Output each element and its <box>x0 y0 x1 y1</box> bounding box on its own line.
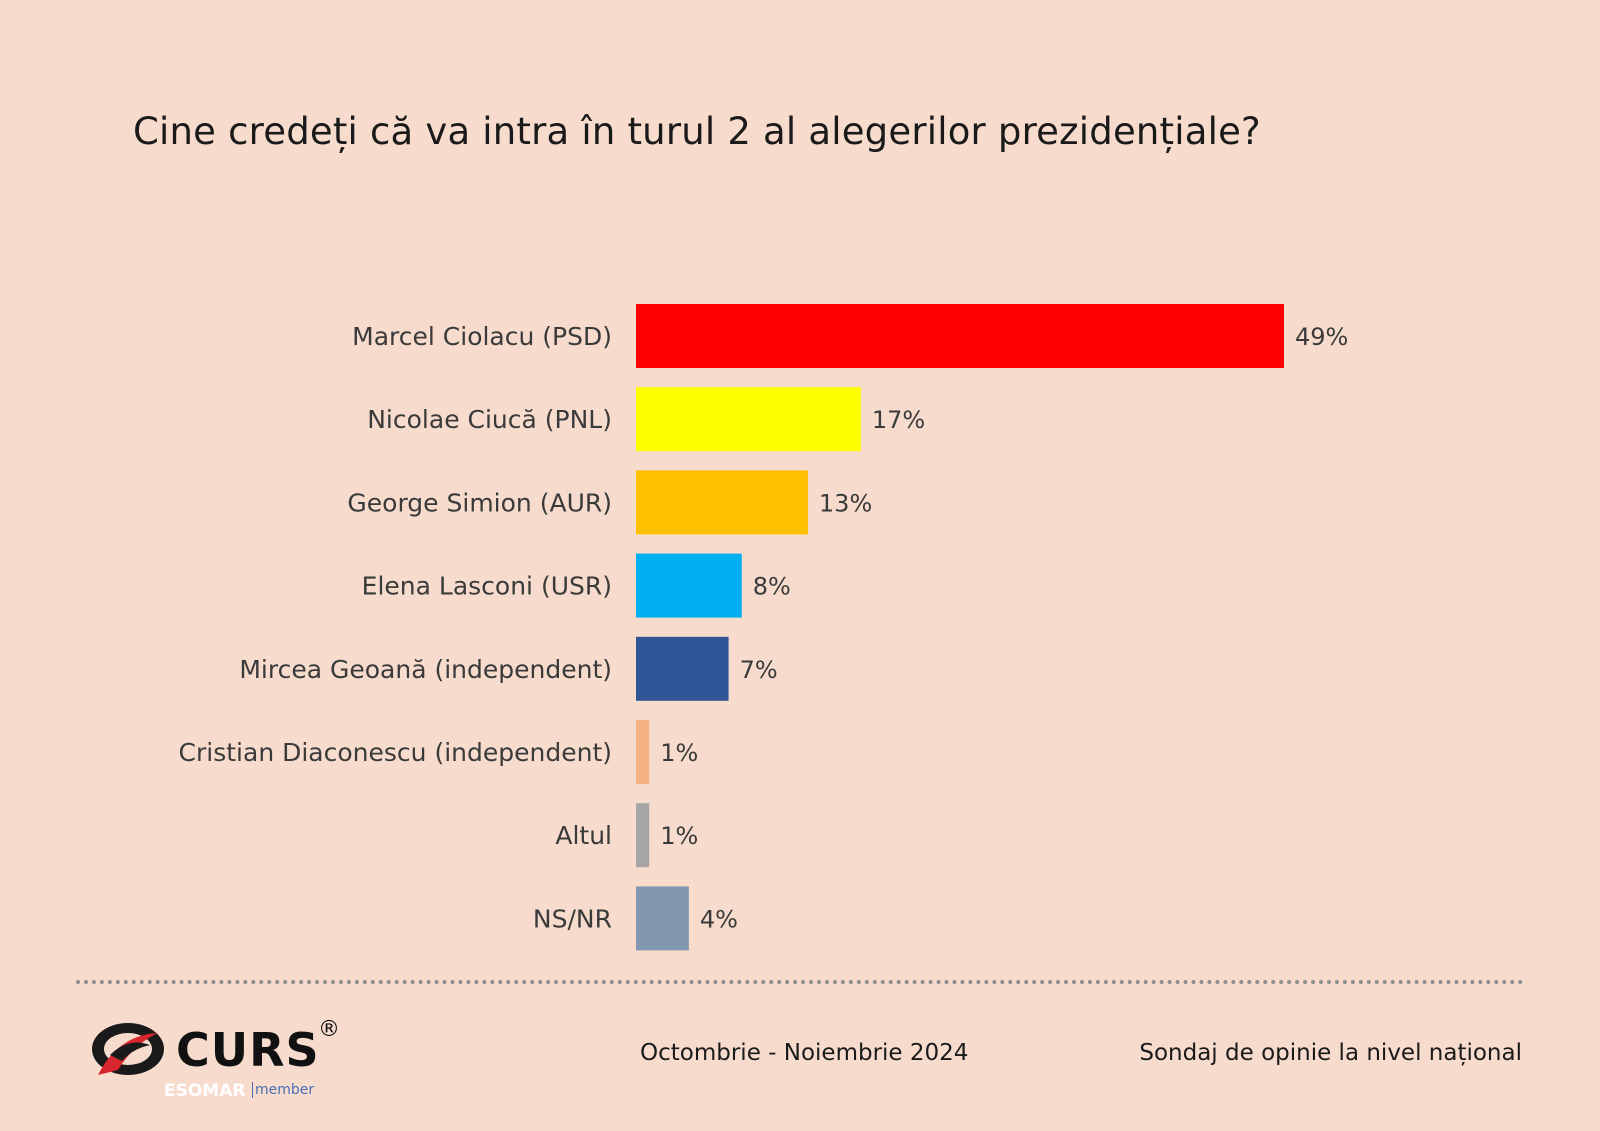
bar-6 <box>636 803 650 868</box>
bar-3 <box>636 553 742 618</box>
footer-divider <box>76 980 1524 984</box>
curs-emblem-icon <box>92 1023 164 1075</box>
category-label-6: Altul <box>555 821 612 850</box>
bar-4 <box>636 636 729 701</box>
value-label-1: 17% <box>872 406 925 434</box>
bar-0 <box>636 304 1284 368</box>
value-label-6: 1% <box>660 822 698 850</box>
bar-1 <box>636 387 861 452</box>
category-label-0: Marcel Ciolacu (PSD) <box>352 322 612 351</box>
bar-5 <box>636 720 650 784</box>
chart-title: Cine credeți că va intra în turul 2 al a… <box>133 110 1261 153</box>
value-label-2: 13% <box>819 489 872 517</box>
survey-scope: Sondaj de opinie la nivel național <box>1139 1040 1522 1066</box>
category-label-5: Cristian Diaconescu (independent) <box>179 738 612 767</box>
category-label-4: Mircea Geoană (independent) <box>239 655 612 684</box>
bar-chart: Marcel Ciolacu (PSD) 49% Nicolae Ciucă (PN… <box>179 304 1348 951</box>
registered-mark: ® <box>318 1017 340 1042</box>
value-label-7: 4% <box>700 905 738 933</box>
bar-2 <box>636 470 808 535</box>
curs-logo: CURS ® ESOMAR member <box>88 1015 358 1105</box>
value-label-5: 1% <box>660 739 698 767</box>
category-label-1: Nicolae Ciucă (PNL) <box>367 405 612 434</box>
survey-period: Octombrie - Noiembrie 2024 <box>640 1040 969 1066</box>
category-label-2: George Simion (AUR) <box>347 488 612 517</box>
member-label: member <box>252 1082 314 1098</box>
bar-7 <box>636 886 689 951</box>
value-label-3: 8% <box>753 573 791 601</box>
value-label-4: 7% <box>740 656 778 684</box>
value-label-0: 49% <box>1295 323 1348 351</box>
category-label-7: NS/NR <box>533 904 612 933</box>
logo-wordmark: CURS <box>176 1023 320 1077</box>
category-label-3: Elena Lasconi (USR) <box>362 572 612 601</box>
esomar-label: ESOMAR <box>164 1081 246 1101</box>
